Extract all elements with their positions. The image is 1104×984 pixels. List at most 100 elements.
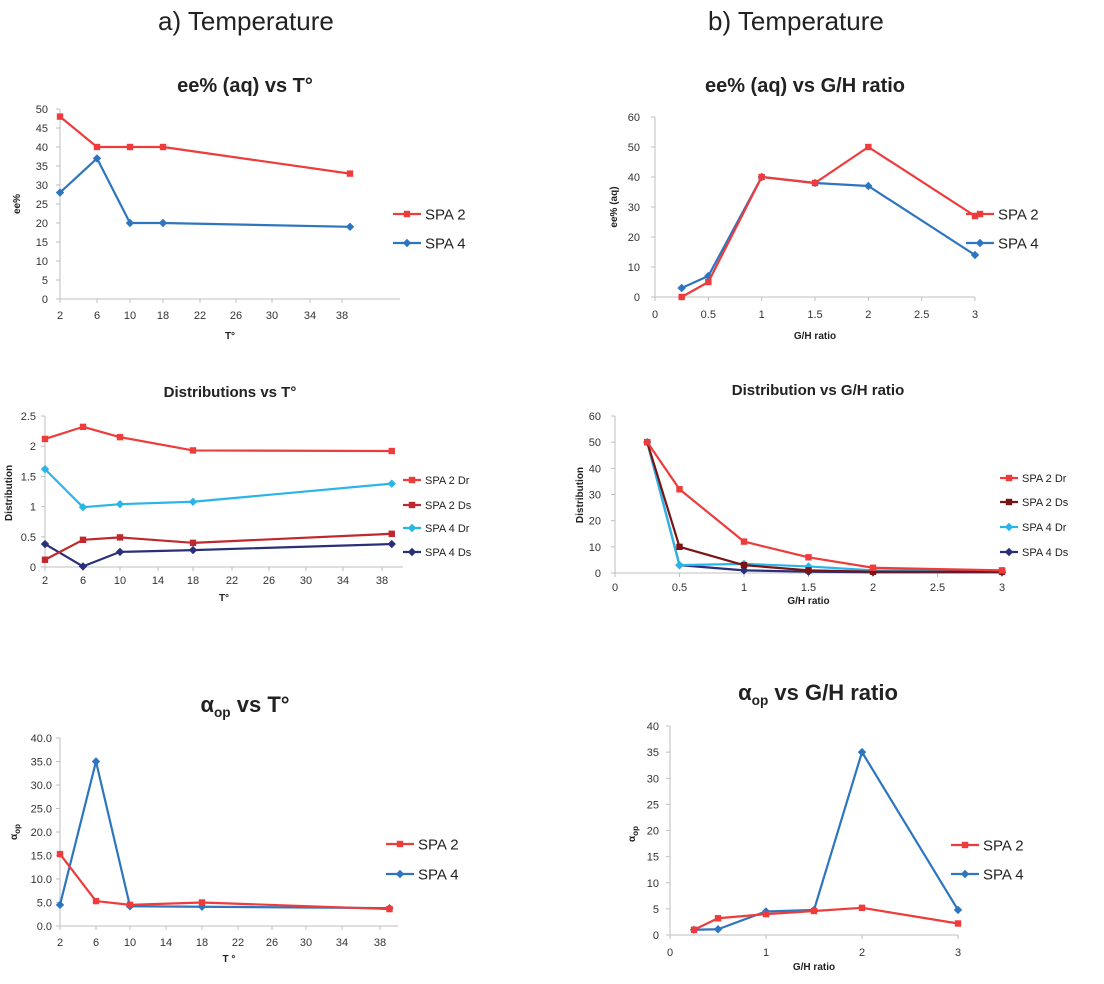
y-tick-label: 25	[36, 199, 48, 211]
chart-b1: ee% (aq) vs G/H ratio 0 10 20 30 40 50 60 0 0.5 1 1…	[609, 75, 1039, 342]
x-tick-label: 6	[80, 575, 86, 587]
y-tick-label: 30	[628, 202, 640, 214]
legend-marker	[1004, 547, 1014, 557]
series-line	[693, 906, 959, 931]
y-tick-label: 0	[653, 930, 659, 942]
x-tick-label: 2.5	[914, 309, 929, 321]
data-point	[805, 554, 812, 561]
x-tick-label: 0.5	[672, 582, 687, 594]
data-point	[40, 464, 50, 474]
y-axis-label: αop	[9, 824, 22, 840]
x-tick-label: 3	[999, 582, 1005, 594]
series-line	[44, 425, 392, 453]
y-tick-label: 15.0	[31, 851, 52, 863]
x-tick-label: 1	[759, 309, 765, 321]
x-tick-label: 10	[124, 937, 136, 949]
y-tick-label: 15	[36, 237, 48, 249]
y-tick-label: 1	[30, 502, 36, 514]
y-tick-label: 40	[36, 142, 48, 154]
data-point	[740, 561, 748, 569]
data-point	[41, 435, 49, 443]
y-tick-label: 40	[628, 172, 640, 184]
panel-a-header: a) Temperature	[158, 6, 334, 36]
chart-b2: Distribution vs G/H ratio 0 10 20 30 40 50 60 0 0…	[575, 382, 1069, 607]
legend-label: SPA 4	[983, 866, 1024, 883]
series-line	[646, 441, 1003, 573]
data-point	[56, 113, 64, 120]
x-tick-label: 2	[859, 947, 865, 959]
legend-marker	[975, 238, 985, 248]
x-tick-label: 30	[266, 310, 278, 322]
data-point	[386, 905, 393, 913]
legend-entry: SPA 2	[966, 206, 1039, 223]
y-tick-label: 20	[628, 232, 640, 244]
data-point	[388, 530, 395, 537]
legend-label: SPA 4	[425, 235, 466, 252]
data-point	[55, 188, 65, 197]
x-tick-label: 30	[300, 575, 312, 587]
y-tick-label: 10	[647, 878, 659, 890]
x-tick-label: 0	[612, 582, 618, 594]
data-point	[388, 447, 395, 455]
legend-entry: SPA 2	[393, 206, 466, 223]
x-tick-label: 18	[187, 575, 199, 587]
y-tick-label: 1.5	[21, 471, 36, 483]
data-point	[126, 143, 134, 151]
data-point	[857, 747, 867, 757]
x-tick-label: 14	[152, 575, 164, 587]
data-point	[762, 910, 770, 918]
data-point	[970, 250, 980, 260]
data-point	[159, 143, 167, 151]
y-tick-label: 5	[653, 904, 659, 916]
data-point	[869, 568, 877, 575]
data-point	[198, 899, 206, 906]
chart-title: Distributions vs T°	[164, 384, 297, 401]
y-tick-label: 30	[647, 773, 659, 785]
data-point	[805, 567, 812, 574]
chart-a3: αop vs T° 0.0 5.0 10.0 15.0 20.0 25.0 30.0 35.0 4…	[9, 692, 459, 965]
legend-entry: SPA 2 Ds	[403, 500, 472, 512]
data-point	[810, 907, 818, 915]
data-point	[971, 212, 979, 220]
legend-marker	[1005, 474, 1013, 482]
data-point	[92, 897, 100, 905]
series-line	[59, 853, 390, 911]
y-tick-label: 35	[647, 747, 659, 759]
x-tick-label: 34	[304, 310, 316, 322]
legend-marker	[961, 841, 969, 849]
series-line	[44, 468, 392, 509]
y-tick-label: 5.0	[37, 898, 52, 910]
x-tick-label: 34	[336, 937, 348, 949]
data-point	[869, 564, 877, 571]
legend-label: SPA 2 Dr	[425, 475, 470, 487]
x-axis-label: T °	[223, 954, 236, 965]
legend-entry: SPA 4	[966, 235, 1039, 252]
x-tick-label: 38	[374, 937, 386, 949]
data-point	[705, 278, 712, 286]
data-point	[704, 271, 713, 281]
y-tick-label: 0.0	[37, 921, 52, 933]
series-line	[44, 532, 392, 561]
data-point	[188, 545, 198, 555]
y-tick-label: 40	[589, 463, 601, 475]
x-tick-label: 26	[263, 575, 275, 587]
legend-marker	[403, 210, 411, 218]
chart-title: ee% (aq) vs T°	[177, 75, 313, 97]
series-line	[59, 157, 351, 228]
series-line	[681, 145, 976, 298]
x-tick-label: 6	[93, 937, 99, 949]
y-tick-label: 0.5	[21, 532, 36, 544]
y-tick-label: 50	[589, 437, 601, 449]
data-point	[713, 925, 723, 934]
x-tick-label: 10	[124, 310, 136, 322]
data-point	[644, 438, 651, 446]
y-axis-label: αop	[627, 826, 640, 842]
y-axis-label: ee% (aq)	[609, 186, 620, 227]
data-point	[91, 757, 101, 766]
x-tick-label: 0	[667, 947, 673, 959]
y-tick-label: 50	[36, 104, 48, 116]
data-point	[865, 143, 872, 151]
data-point	[677, 283, 686, 293]
legend-label: SPA 2 Ds	[1022, 497, 1069, 509]
